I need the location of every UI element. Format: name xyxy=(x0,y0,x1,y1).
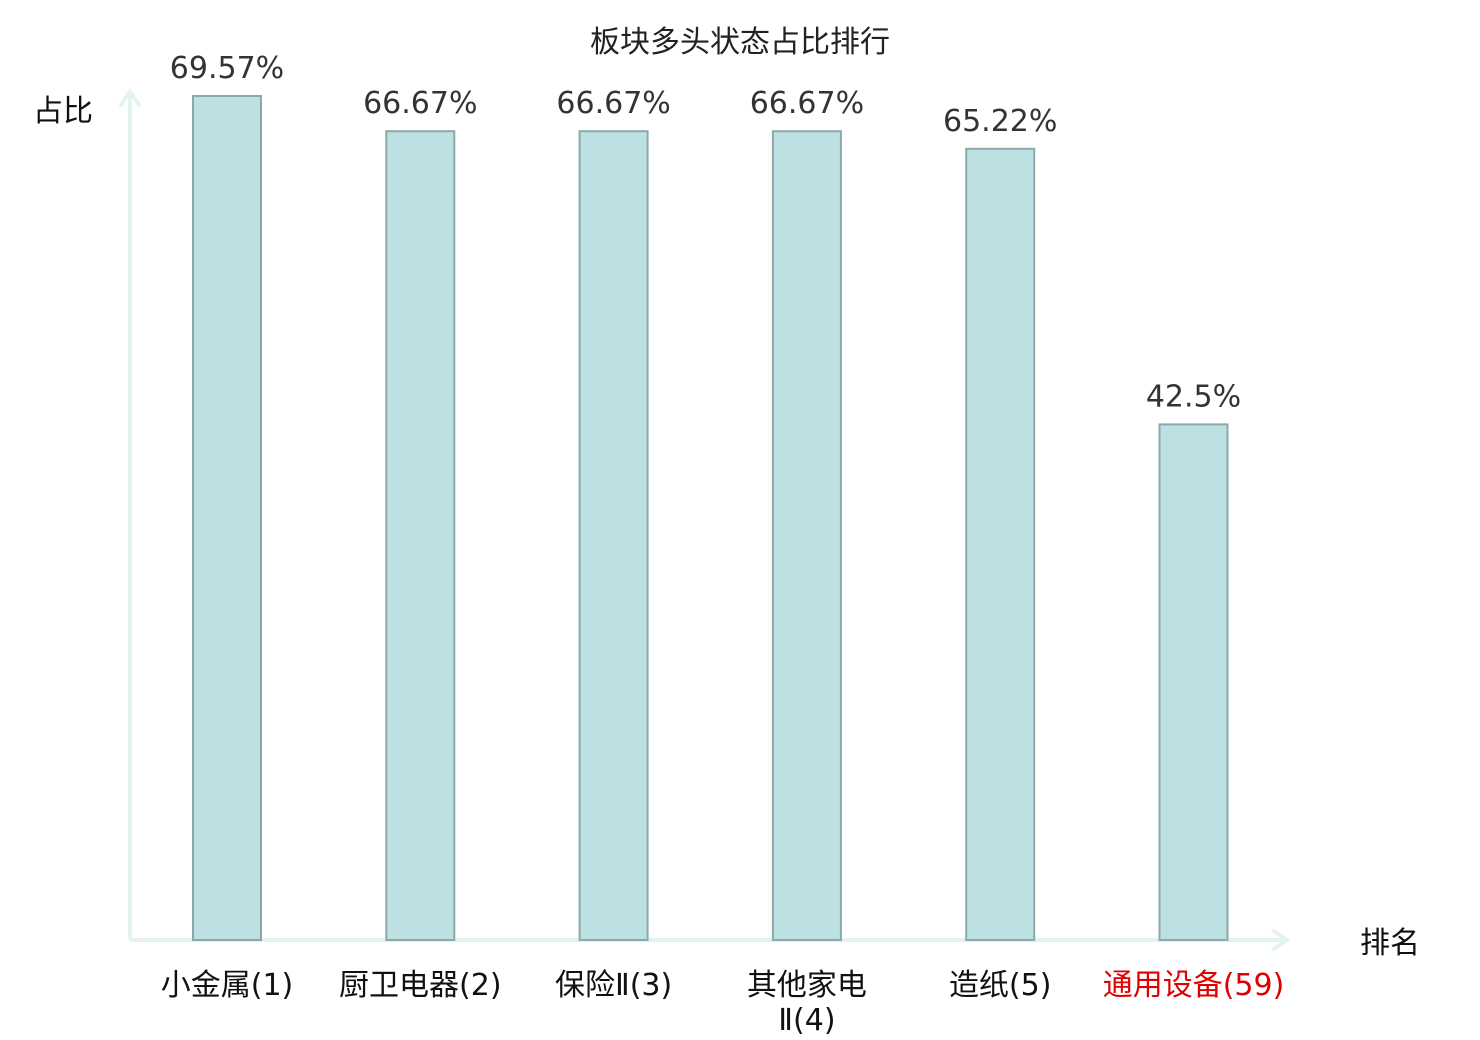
axes xyxy=(118,88,1291,952)
bar-4 xyxy=(965,147,1036,942)
bars-group xyxy=(192,95,1229,942)
category-label-2: 保险Ⅱ(3) xyxy=(555,968,672,1003)
chart-title: 板块多头状态占比排行 xyxy=(590,25,890,60)
bar-2 xyxy=(578,130,649,941)
value-label-2: 66.67% xyxy=(556,86,670,121)
value-label-4: 65.22% xyxy=(943,104,1057,139)
bar-5 xyxy=(1158,423,1229,941)
bar-1 xyxy=(385,130,456,941)
category-label-3-line-1: Ⅱ(4) xyxy=(778,1003,835,1038)
category-label-3-line-0: 其他家电 xyxy=(747,968,867,1003)
category-label-4: 造纸(5) xyxy=(949,968,1052,1003)
y-axis-arrow xyxy=(118,88,142,108)
value-label-0: 69.57% xyxy=(170,51,284,86)
category-label-1: 厨卫电器(2) xyxy=(339,968,502,1003)
x-axis-label: 排名 xyxy=(1360,926,1420,961)
value-label-5: 42.5% xyxy=(1146,379,1241,414)
category-label-0: 小金属(1) xyxy=(161,968,294,1003)
value-label-1: 66.67% xyxy=(363,86,477,121)
bar-0 xyxy=(192,95,262,941)
bar-3 xyxy=(771,130,842,941)
value-labels-group: 69.57% 66.67% 66.67% 66.67% 65.22% 42.5% xyxy=(170,51,1241,414)
value-label-3: 66.67% xyxy=(750,86,864,121)
category-label-5: 通用设备(59) xyxy=(1103,968,1285,1003)
y-axis-label: 占比 xyxy=(33,94,93,129)
x-axis-arrow xyxy=(1270,928,1291,952)
